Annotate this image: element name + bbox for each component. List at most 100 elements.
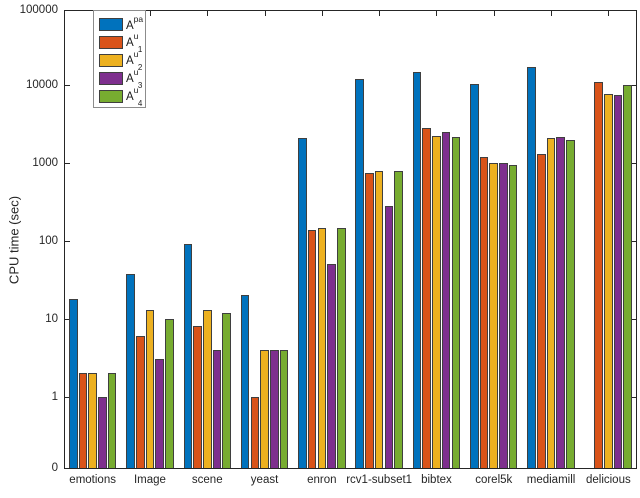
x-tick-label: bibtex [421,474,452,486]
x-tick-label: emotions [69,474,116,486]
bar [546,138,556,468]
y-tick-left [65,85,70,87]
bar [88,373,97,468]
y-tick-left [65,163,70,165]
bar [566,139,575,468]
bar [68,298,78,468]
legend-swatch [99,17,123,31]
y-tick-label: 10 [45,312,58,325]
bar [193,326,202,468]
bar [479,156,489,468]
bar [441,132,451,468]
bar [240,295,250,468]
bar [355,79,365,468]
bar [107,373,117,468]
bar [470,83,479,468]
bar [307,229,317,468]
x-tick-label: rcv1-subset1 [346,474,413,486]
bar [98,396,107,468]
bar [327,264,336,468]
x-tick-top [608,11,610,16]
x-tick-top [493,11,495,16]
bar [222,312,231,468]
legend-swatch [99,35,123,49]
bar [202,309,212,468]
y-tick-right [631,163,636,165]
bar [212,349,222,468]
x-tick-label: Image [133,474,166,486]
x-tick-label: enron [307,474,337,486]
x-tick-label: yeast [250,474,279,486]
bar [279,349,289,468]
x-tick-label: mediamill [526,474,576,486]
bar [489,163,499,468]
y-tick-left [65,240,70,242]
bar [537,154,546,468]
bar [250,396,260,468]
legend-label: Au1 [126,30,143,55]
bar [384,206,394,468]
bar [269,349,279,468]
y-tick-label: 100000 [19,4,58,16]
bar [613,95,623,468]
x-tick-top [379,11,381,16]
bar [508,164,518,468]
x-tick-top [321,11,323,16]
y-tick-label: 0 [51,462,58,474]
legend-label: Au2 [126,48,143,73]
bar [145,309,155,468]
x-tick-top [207,11,209,16]
y-tick-right [631,396,636,398]
y-tick-right [631,85,636,87]
bar [499,163,508,468]
legend-swatch [99,89,123,103]
bar [135,335,145,468]
bar [365,173,374,468]
bar [183,244,193,468]
x-tick-label: scene [191,474,223,486]
bar [374,170,384,468]
bar [623,85,633,468]
y-tick-right [631,240,636,242]
bar [394,171,403,468]
legend-entry: Au4 [99,84,143,109]
bar [78,373,88,468]
x-tick-top [436,11,438,16]
legend-entry: Apa [99,14,144,33]
x-tick-label: corel5k [475,474,513,486]
x-tick-top [149,11,151,16]
bar [165,318,174,468]
legend-label: Au4 [126,84,143,109]
bar [317,228,327,468]
legend-entry: Au1 [99,30,143,55]
bar [594,82,603,468]
legend-label: Au3 [126,66,143,91]
legend: Apa Au1 Au2 Au3 Au4 [93,10,146,108]
y-tick-right [631,318,636,320]
x-tick-label: delicious [585,474,631,486]
y-tick-left [65,318,70,320]
bar [126,274,135,468]
bar [260,349,269,468]
x-tick-top [551,11,553,16]
legend-entry: Au2 [99,48,143,73]
y-tick-label: 10000 [26,79,58,92]
y-tick-label: 1000 [32,157,58,170]
legend-label: Apa [126,14,144,32]
legend-swatch [99,53,123,67]
y-tick-label: 100 [38,234,58,247]
bar [604,94,613,468]
bar [432,136,441,468]
bar [556,137,566,468]
x-tick-top [264,11,266,16]
bar [155,359,164,468]
y-tick-left [65,396,70,398]
bar [336,228,346,468]
bar [422,128,432,468]
bar [527,67,536,468]
bar [451,137,461,468]
bar [298,138,307,468]
legend-swatch [99,71,123,85]
bar [412,71,422,468]
legend-entry: Au3 [99,66,143,91]
